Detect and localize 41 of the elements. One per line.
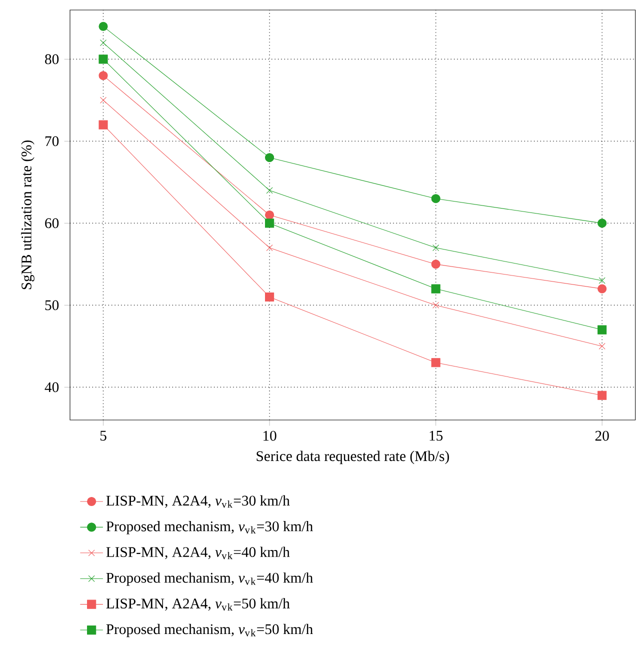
point xyxy=(266,187,273,194)
point xyxy=(598,218,607,228)
point xyxy=(431,194,440,204)
legend-label: LISP-MN, A2A4, v$_{vk}$=30 km/h xyxy=(106,495,290,508)
point xyxy=(598,284,607,294)
point xyxy=(264,210,274,220)
x-tick-label: 15 xyxy=(430,430,443,441)
legend-label: Proposed mechanism, v$_{vk}$=40 km/h xyxy=(106,572,313,586)
point xyxy=(264,153,274,162)
y-tick-label: 70 xyxy=(45,136,59,146)
point xyxy=(98,54,108,64)
y-tick-label: 80 xyxy=(45,54,59,64)
y-tick-label: 60 xyxy=(45,218,59,228)
point xyxy=(598,325,607,334)
point xyxy=(100,96,107,104)
x-tick-label: 20 xyxy=(595,430,609,441)
point xyxy=(98,120,108,130)
legend-label: LISP-MN, A2A4, v$_{vk}$=40 km/h xyxy=(106,546,290,560)
point xyxy=(100,40,107,46)
x-tick-label: 5 xyxy=(100,430,106,441)
point xyxy=(264,292,274,302)
point xyxy=(598,277,606,284)
x-axis-title: Serice data requested rate (Mb/s) xyxy=(256,450,449,464)
point xyxy=(432,244,440,252)
point xyxy=(432,302,440,308)
legend-label: LISP-MN, A2A4, v$_{vk}$=50 km/h xyxy=(106,598,290,611)
point xyxy=(431,260,440,269)
point xyxy=(431,358,440,368)
y-tick-label: 40 xyxy=(44,382,59,392)
point xyxy=(266,244,273,252)
point xyxy=(431,284,440,294)
y-tick-label: 50 xyxy=(45,300,59,310)
legend-label: Proposed mechanism, v$_{vk}$=50 km/h xyxy=(106,624,313,638)
point xyxy=(598,390,607,400)
y-axis-title: SgNB utilization rate (%) xyxy=(21,140,34,290)
legend-label: Proposed mechanism, v$_{vk}$=30 km/h xyxy=(106,521,313,534)
point xyxy=(98,22,108,31)
point xyxy=(264,218,274,228)
point xyxy=(98,71,108,80)
point xyxy=(598,342,606,350)
x-tick-label: 10 xyxy=(263,430,276,441)
